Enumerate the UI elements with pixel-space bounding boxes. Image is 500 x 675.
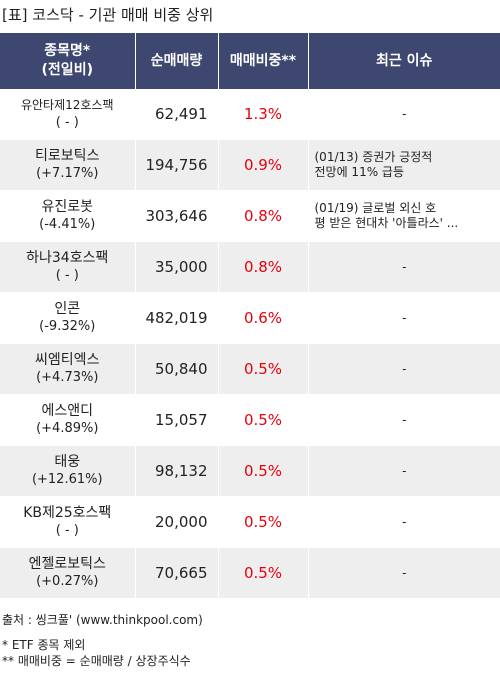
stock-name: 유안타제12호스팩	[20, 98, 114, 112]
stock-name: 티로보틱스	[35, 148, 100, 164]
stock-name-cell: KB제25호스팩 ( - )	[0, 496, 136, 548]
header-name-line1: 종목명*	[44, 43, 91, 59]
recent-issue: -	[308, 343, 500, 395]
stock-name: 씨엠티엑스	[35, 352, 100, 368]
table-row: 씨엠티엑스 (+4.73%) 50,840 0.5% -	[0, 343, 500, 395]
stock-change: (-9.32%)	[39, 319, 96, 334]
stock-change: ( - )	[55, 268, 79, 283]
recent-issue-line2: 평 받은 현대차 '아틀라스' ...	[314, 216, 459, 230]
footnote-etf: * ETF 종목 제외	[2, 638, 86, 652]
recent-issue[interactable]: (01/13) 증권가 긍정적 전망에 11% 급등	[308, 139, 500, 191]
recent-issue-line1: -	[402, 412, 407, 427]
recent-issue-line1: -	[402, 310, 407, 325]
table-row: 에스앤디 (+4.89%) 15,057 0.5% -	[0, 394, 500, 446]
table-row: 태웅 (+12.61%) 98,132 0.5% -	[0, 445, 500, 497]
table-row: 유안타제12호스팩 ( - ) 62,491 1.3% -	[0, 89, 500, 140]
footnote-ratio: ** 매매비중 = 순매매량 / 상장주식수	[2, 654, 191, 668]
stock-name: 태웅	[54, 454, 81, 470]
recent-issue: -	[308, 394, 500, 446]
recent-issue-line1: -	[402, 106, 407, 121]
recent-issue-line2: 전망에 11% 급등	[314, 165, 405, 179]
net-volume: 15,057	[135, 394, 219, 446]
net-volume: 303,646	[135, 190, 219, 242]
stock-name-cell: 유진로봇 (-4.41%)	[0, 190, 136, 242]
recent-issue-line1: -	[402, 259, 407, 274]
recent-issue-line1: -	[402, 514, 407, 529]
table-row: KB제25호스팩 ( - ) 20,000 0.5% -	[0, 496, 500, 548]
table-body: 유안타제12호스팩 ( - ) 62,491 1.3% - 티로보틱스 (+7.17%) 19…	[0, 89, 500, 599]
recent-issue: -	[308, 89, 500, 140]
institution-trading-table: 종목명* (전일비) 순매매량 매매비중** 최근 이슈 유안타제12호스팩 ( …	[0, 33, 500, 599]
net-volume: 35,000	[135, 241, 219, 293]
recent-issue: -	[308, 292, 500, 344]
trading-ratio: 0.5%	[218, 445, 309, 497]
stock-name: 에스앤디	[41, 403, 94, 419]
stock-change: (-4.41%)	[39, 217, 96, 232]
stock-name: KB제25호스팩	[23, 505, 112, 521]
trading-ratio: 0.8%	[218, 241, 309, 293]
recent-issue: -	[308, 445, 500, 497]
recent-issue: -	[308, 496, 500, 548]
table-row: 엔젤로보틱스 (+0.27%) 70,665 0.5% -	[0, 547, 500, 599]
recent-issue-line1: (01/13) 증권가 긍정적	[314, 150, 433, 164]
stock-change: (+12.61%)	[31, 472, 103, 487]
stock-change: ( - )	[55, 115, 79, 130]
table-title: [표] 코스닥 - 기관 매매 비중 상위	[2, 6, 214, 24]
net-volume: 482,019	[135, 292, 219, 344]
trading-ratio: 0.5%	[218, 394, 309, 446]
header-name-line2: (전일비)	[41, 62, 93, 78]
trading-ratio: 0.8%	[218, 190, 309, 242]
header-ratio: 매매비중**	[218, 33, 309, 89]
stock-name: 하나34호스팩	[26, 250, 109, 266]
recent-issue-line1: (01/19) 글로벌 외신 호	[314, 201, 437, 215]
trading-ratio: 0.5%	[218, 547, 309, 599]
stock-change: (+4.89%)	[36, 421, 99, 436]
net-volume: 194,756	[135, 139, 219, 191]
stock-name-cell: 유안타제12호스팩 ( - )	[0, 89, 136, 140]
stock-name-cell: 씨엠티엑스 (+4.73%)	[0, 343, 136, 395]
table-row: 티로보틱스 (+7.17%) 194,756 0.9% (01/13) 증권가 긍정적 전…	[0, 139, 500, 191]
header-volume: 순매매량	[135, 33, 219, 89]
net-volume: 20,000	[135, 496, 219, 548]
recent-issue-line1: -	[402, 463, 407, 478]
header-name: 종목명* (전일비)	[0, 33, 136, 89]
stock-change: (+0.27%)	[36, 574, 99, 589]
recent-issue: -	[308, 547, 500, 599]
stock-name-cell: 하나34호스팩 ( - )	[0, 241, 136, 293]
net-volume: 62,491	[135, 89, 219, 140]
net-volume: 98,132	[135, 445, 219, 497]
header-issue: 최근 이슈	[308, 33, 500, 89]
table-header-row: 종목명* (전일비) 순매매량 매매비중** 최근 이슈	[0, 33, 500, 89]
trading-ratio: 0.6%	[218, 292, 309, 344]
net-volume: 70,665	[135, 547, 219, 599]
recent-issue: -	[308, 241, 500, 293]
table-row: 인콘 (-9.32%) 482,019 0.6% -	[0, 292, 500, 344]
stock-change: (+4.73%)	[36, 370, 99, 385]
source-note: 출처 : 씽크풀' (www.thinkpool.com)	[2, 613, 203, 627]
stock-name: 유진로봇	[41, 199, 94, 215]
stock-name: 인콘	[54, 301, 81, 317]
stock-name-cell: 태웅 (+12.61%)	[0, 445, 136, 497]
trading-ratio: 0.5%	[218, 343, 309, 395]
table-row: 하나34호스팩 ( - ) 35,000 0.8% -	[0, 241, 500, 293]
stock-name-cell: 티로보틱스 (+7.17%)	[0, 139, 136, 191]
recent-issue-line1: -	[402, 361, 407, 376]
trading-ratio: 0.5%	[218, 496, 309, 548]
stock-name-cell: 인콘 (-9.32%)	[0, 292, 136, 344]
trading-ratio: 0.9%	[218, 139, 309, 191]
stock-name-cell: 에스앤디 (+4.89%)	[0, 394, 136, 446]
recent-issue-line1: -	[402, 565, 407, 580]
stock-name: 엔젤로보틱스	[28, 556, 106, 572]
stock-change: ( - )	[55, 523, 79, 538]
net-volume: 50,840	[135, 343, 219, 395]
stock-name-cell: 엔젤로보틱스 (+0.27%)	[0, 547, 136, 599]
trading-ratio: 1.3%	[218, 89, 309, 140]
stock-change: (+7.17%)	[36, 166, 99, 181]
